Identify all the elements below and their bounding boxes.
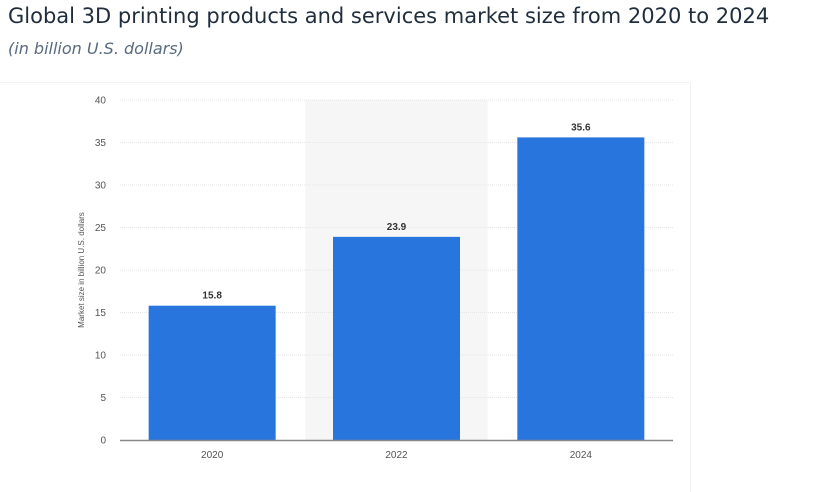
x-tick-label: 2020: [201, 450, 224, 461]
bar-2024: [517, 137, 645, 440]
y-tick-label: 20: [95, 266, 107, 277]
y-tick-label: 15: [95, 308, 107, 319]
y-tick-label: 5: [100, 393, 106, 404]
y-tick-label: 25: [95, 223, 107, 234]
y-tick-label: 35: [95, 138, 107, 149]
y-axis-label: Market size in billion U.S. dollars: [77, 212, 86, 328]
data-label: 35.6: [571, 122, 591, 133]
y-tick-label: 30: [95, 181, 107, 192]
x-tick-label: 2024: [570, 450, 593, 461]
data-label: 23.9: [387, 222, 407, 233]
bar-2020: [148, 305, 276, 440]
y-tick-label: 10: [95, 351, 107, 362]
chart-subtitle: (in billion U.S. dollars): [8, 39, 184, 58]
y-tick-label: 40: [95, 96, 107, 107]
y-tick-label: 0: [100, 436, 106, 447]
chart-title: Global 3D printing products and services…: [8, 4, 770, 28]
x-tick-label: 2022: [385, 450, 408, 461]
bar-2022: [333, 236, 460, 440]
data-label: 15.8: [202, 291, 222, 302]
